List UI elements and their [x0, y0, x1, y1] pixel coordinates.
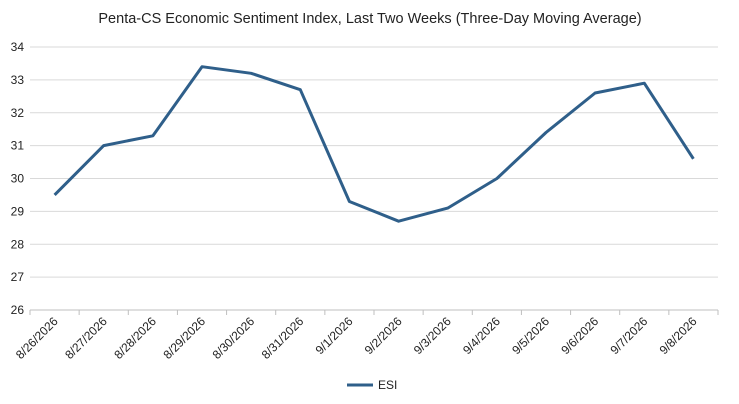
x-tick-label: 8/28/2026	[111, 314, 159, 362]
legend-label-esi: ESI	[378, 378, 397, 392]
chart-title: Penta-CS Economic Sentiment Index, Last …	[98, 11, 641, 27]
x-tick-label: 9/3/2026	[411, 314, 454, 357]
series-line-esi	[53, 65, 695, 223]
x-tick-label: 9/5/2026	[509, 314, 552, 357]
x-tick-label: 8/31/2026	[259, 314, 307, 362]
y-tick-label: 26	[11, 303, 25, 317]
x-tick-label: 9/2/2026	[362, 314, 405, 357]
legend: ESI	[347, 378, 397, 392]
x-axis-tick-labels: 8/26/2026 8/27/2026 8/28/2026 8/29/2026 8/30…	[13, 314, 700, 362]
y-tick-label: 33	[11, 73, 25, 87]
y-tick-label: 28	[11, 237, 25, 251]
x-tick-label: 8/26/2026	[13, 314, 61, 362]
x-tick-label: 9/1/2026	[313, 314, 356, 357]
x-tick-label: 8/29/2026	[160, 314, 208, 362]
x-tick-label: 9/4/2026	[460, 314, 503, 357]
x-tick-label: 8/30/2026	[210, 314, 258, 362]
x-tick-label: 9/8/2026	[657, 314, 700, 357]
y-tick-label: 31	[11, 139, 25, 153]
y-axis-tick-labels: 26 27 28 29 30 31 32 33 34	[11, 40, 25, 317]
x-tick-label: 9/7/2026	[607, 314, 650, 357]
x-tick-label: 8/27/2026	[62, 314, 110, 362]
grid-lines	[29, 46, 719, 315]
y-tick-label: 29	[11, 204, 25, 218]
y-tick-label: 32	[11, 106, 25, 120]
y-tick-label: 34	[11, 40, 25, 54]
series-lines	[53, 65, 695, 223]
x-tick-label: 9/6/2026	[558, 314, 601, 357]
y-tick-label: 30	[11, 172, 25, 186]
y-tick-label: 27	[11, 270, 25, 284]
